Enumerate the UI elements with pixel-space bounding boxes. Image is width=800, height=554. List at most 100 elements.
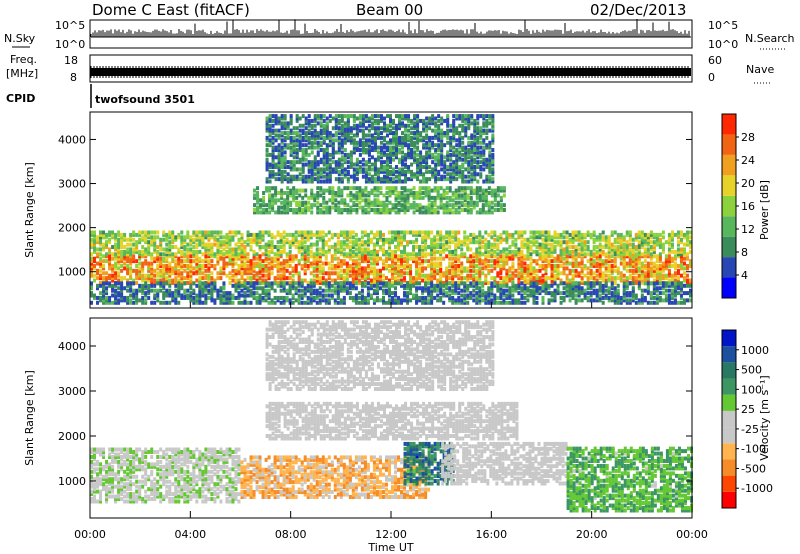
heatmap-cell [436,245,440,250]
heatmap-cell [295,200,299,205]
heatmap-cell [168,252,172,257]
heatmap-cell [499,276,503,281]
heatmap-cell [424,210,428,215]
heatmap-cell [667,261,671,266]
heatmap-cell [249,271,253,276]
heatmap-cell [604,245,608,250]
heatmap-cell [357,271,361,276]
heatmap-cell [300,235,304,240]
heatmap-cell [490,268,494,273]
heatmap-cell [379,203,383,208]
heatmap-cell [144,232,148,237]
heatmap-cell [607,247,611,252]
heatmap-cell [336,281,340,286]
heatmap-cell [234,288,238,293]
heatmap-cell [168,288,172,293]
heatmap-cell [132,278,136,283]
heatmap-cell [288,276,292,281]
heatmap-cell [204,283,208,288]
heatmap-cell [448,276,452,281]
heatmap-cell [394,268,398,273]
heatmap-cell [451,210,455,215]
heatmap-cell [381,288,385,293]
heatmap-cell [643,271,647,276]
heatmap-cell [279,261,283,266]
heatmap-cell [463,266,467,271]
heatmap-cell [667,293,671,298]
heatmap-cell [520,232,524,237]
heatmap-cell [481,291,485,296]
heatmap-cell [442,207,446,212]
heatmap-cell [273,235,277,240]
heatmap-cell [204,245,208,250]
heatmap-cell [493,300,497,305]
heatmap-cell [156,252,160,257]
heatmap-cell [535,273,539,278]
heatmap-cell [418,191,422,196]
heatmap-cell [345,291,349,296]
heatmap-cell [484,256,488,261]
heatmap-cell [129,247,133,252]
heatmap-cell [315,300,319,305]
heatmap-cell [523,245,527,250]
heatmap-cell [195,268,199,273]
heatmap-cell [141,249,145,254]
heatmap-cell [526,240,530,245]
heatmap-cell [646,266,650,271]
heatmap-cell [147,266,151,271]
heatmap-cell [544,263,548,268]
heatmap-cell [658,232,662,237]
heatmap-cell [631,268,635,273]
heatmap-cell [264,268,268,273]
heatmap-cell [598,268,602,273]
heatmap-cell [171,240,175,245]
heatmap-cell [574,268,578,273]
heatmap-cell [478,300,482,305]
heatmap-cell [306,288,310,293]
heatmap-cell [469,295,473,300]
heatmap-cell [361,193,365,198]
heatmap-cell [457,286,461,291]
heatmap-cell [297,273,301,278]
heatmap-cell [216,232,220,237]
heatmap-cell [288,283,292,288]
nsky-trace [90,19,691,38]
heatmap-cell [279,245,283,250]
heatmap-cell [301,207,305,212]
heatmap-cell [322,191,326,196]
heatmap-cell [319,203,323,208]
heatmap-cell [673,261,677,266]
heatmap-cell [369,252,373,257]
heatmap-cell [267,281,271,286]
heatmap-cell [195,298,199,303]
heatmap-cell [415,293,419,298]
freq-tick-bottom: 8 [70,71,77,84]
heatmap-cell [372,278,376,283]
heatmap-cell [475,300,479,305]
heatmap-cell [658,245,662,250]
heatmap-cell [682,278,686,283]
heatmap-cell [391,188,395,193]
heatmap-cell [306,245,310,250]
heatmap-cell [556,263,560,268]
heatmap-cell [381,242,385,247]
heatmap-cell [418,188,422,193]
heatmap-cell [442,210,446,215]
heatmap-cell [607,242,611,247]
heatmap-cell [448,235,452,240]
heatmap-cell [364,193,368,198]
heatmap-cell [679,256,683,261]
heatmap-cell [472,298,476,303]
heatmap-cell [306,230,310,235]
heatmap-cell [652,288,656,293]
heatmap-cell [448,293,452,298]
heatmap-cell [436,230,440,235]
heatmap-cell [607,259,611,264]
heatmap-cell [138,283,142,288]
heatmap-cell [294,298,298,303]
heatmap-cell [631,259,635,264]
heatmap-cell [451,266,455,271]
heatmap-cell [111,273,115,278]
heatmap-cell [322,210,326,215]
heatmap-cell [357,278,361,283]
